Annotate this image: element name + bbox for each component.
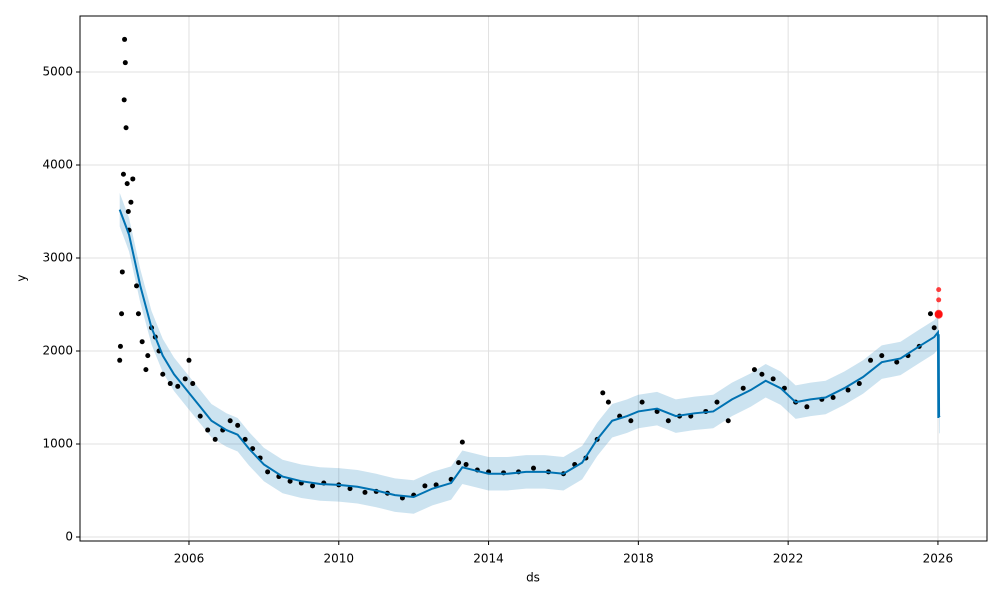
observed-point: [600, 390, 606, 396]
observed-point: [123, 125, 129, 131]
x-axis-label: ds: [526, 571, 540, 585]
observed-point: [145, 353, 151, 359]
observed-point: [456, 460, 462, 466]
observed-point: [122, 36, 128, 42]
observed-point: [160, 371, 166, 377]
y-tick-label: 3000: [42, 250, 73, 264]
observed-point: [139, 339, 145, 345]
observed-point: [122, 60, 128, 66]
observed-point: [124, 181, 130, 187]
observed-point: [927, 311, 933, 317]
x-tick-label: 2026: [923, 552, 954, 566]
observed-point: [310, 483, 316, 489]
observed-point: [186, 357, 192, 363]
observed-point: [804, 404, 810, 410]
observed-point: [125, 208, 131, 214]
observed-point: [265, 469, 271, 475]
x-tick-label: 2014: [473, 552, 504, 566]
observed-point: [665, 418, 671, 424]
y-tick-label: 2000: [42, 343, 73, 357]
observed-point: [759, 371, 765, 377]
observed-point: [639, 399, 645, 405]
observed-point: [167, 381, 173, 387]
recent-point: [936, 297, 942, 303]
observed-point: [134, 283, 140, 289]
observed-point: [751, 367, 757, 373]
observed-point: [117, 343, 123, 349]
observed-point: [770, 376, 776, 382]
observed-point: [347, 486, 353, 492]
observed-point: [362, 489, 368, 495]
observed-point: [830, 394, 836, 400]
observed-point: [242, 436, 248, 442]
observed-point: [135, 311, 141, 317]
observed-point: [143, 367, 149, 373]
observed-point: [120, 171, 126, 177]
forecast-line: [118, 209, 941, 499]
observed-point: [119, 269, 125, 275]
observed-point: [117, 357, 123, 363]
observed-point: [182, 376, 188, 382]
observed-point: [459, 439, 465, 445]
observed-point: [128, 199, 134, 205]
observed-point: [190, 381, 196, 387]
observed-point: [212, 436, 218, 442]
observed-point: [422, 483, 428, 489]
y-tick-label: 4000: [42, 157, 73, 171]
observed-point: [879, 353, 885, 359]
observed-point: [931, 325, 937, 331]
uncertainty-band: [119, 192, 940, 514]
x-tick-label: 2006: [174, 552, 205, 566]
observed-point: [130, 176, 136, 182]
observed-point: [845, 387, 851, 393]
observed-point: [175, 383, 181, 389]
y-tick-label: 5000: [42, 64, 73, 78]
observed-point: [119, 311, 125, 317]
x-tick-label: 2010: [323, 552, 354, 566]
observed-point: [856, 381, 862, 387]
observed-point: [235, 422, 241, 428]
observed-point: [287, 478, 293, 484]
observed-point: [605, 399, 611, 405]
observed-point: [227, 418, 233, 424]
observed-point: [205, 427, 211, 433]
observed-point: [628, 418, 634, 424]
observed-point: [121, 97, 127, 103]
observed-point: [725, 418, 731, 424]
observed-point: [197, 413, 203, 419]
recent-point: [936, 287, 942, 293]
observed-point: [714, 399, 720, 405]
recent-point: [934, 309, 943, 318]
y-tick-label: 1000: [42, 436, 73, 450]
y-tick-label: 0: [65, 530, 73, 544]
observed-point: [894, 359, 900, 365]
observed-point: [868, 357, 874, 363]
plot-frame: [79, 15, 988, 542]
x-tick-label: 2022: [773, 552, 804, 566]
observed-point: [463, 461, 469, 467]
observed-point: [740, 385, 746, 391]
x-tick-label: 2018: [623, 552, 654, 566]
y-axis-label: y: [15, 274, 29, 281]
observed-point: [531, 465, 536, 471]
